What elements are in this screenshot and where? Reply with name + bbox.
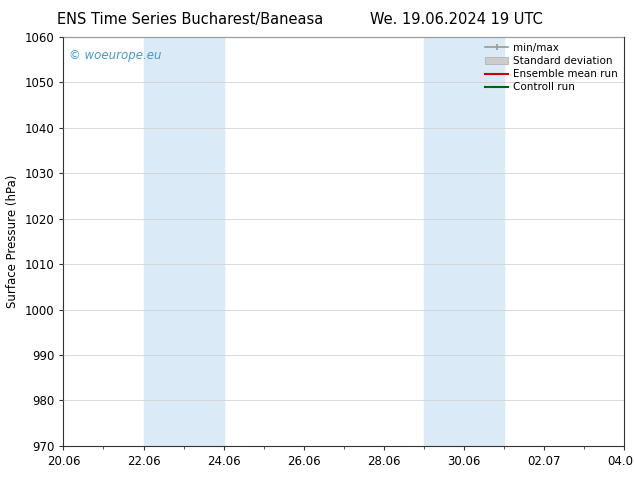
Text: ENS Time Series Bucharest/Baneasa: ENS Time Series Bucharest/Baneasa (57, 12, 323, 27)
Text: © woeurope.eu: © woeurope.eu (69, 49, 162, 62)
Bar (424, 37, 504, 446)
Legend: min/max, Standard deviation, Ensemble mean run, Controll run: min/max, Standard deviation, Ensemble me… (481, 39, 623, 97)
Text: We. 19.06.2024 19 UTC: We. 19.06.2024 19 UTC (370, 12, 543, 27)
Y-axis label: Surface Pressure (hPa): Surface Pressure (hPa) (6, 174, 19, 308)
Bar (143, 37, 224, 446)
